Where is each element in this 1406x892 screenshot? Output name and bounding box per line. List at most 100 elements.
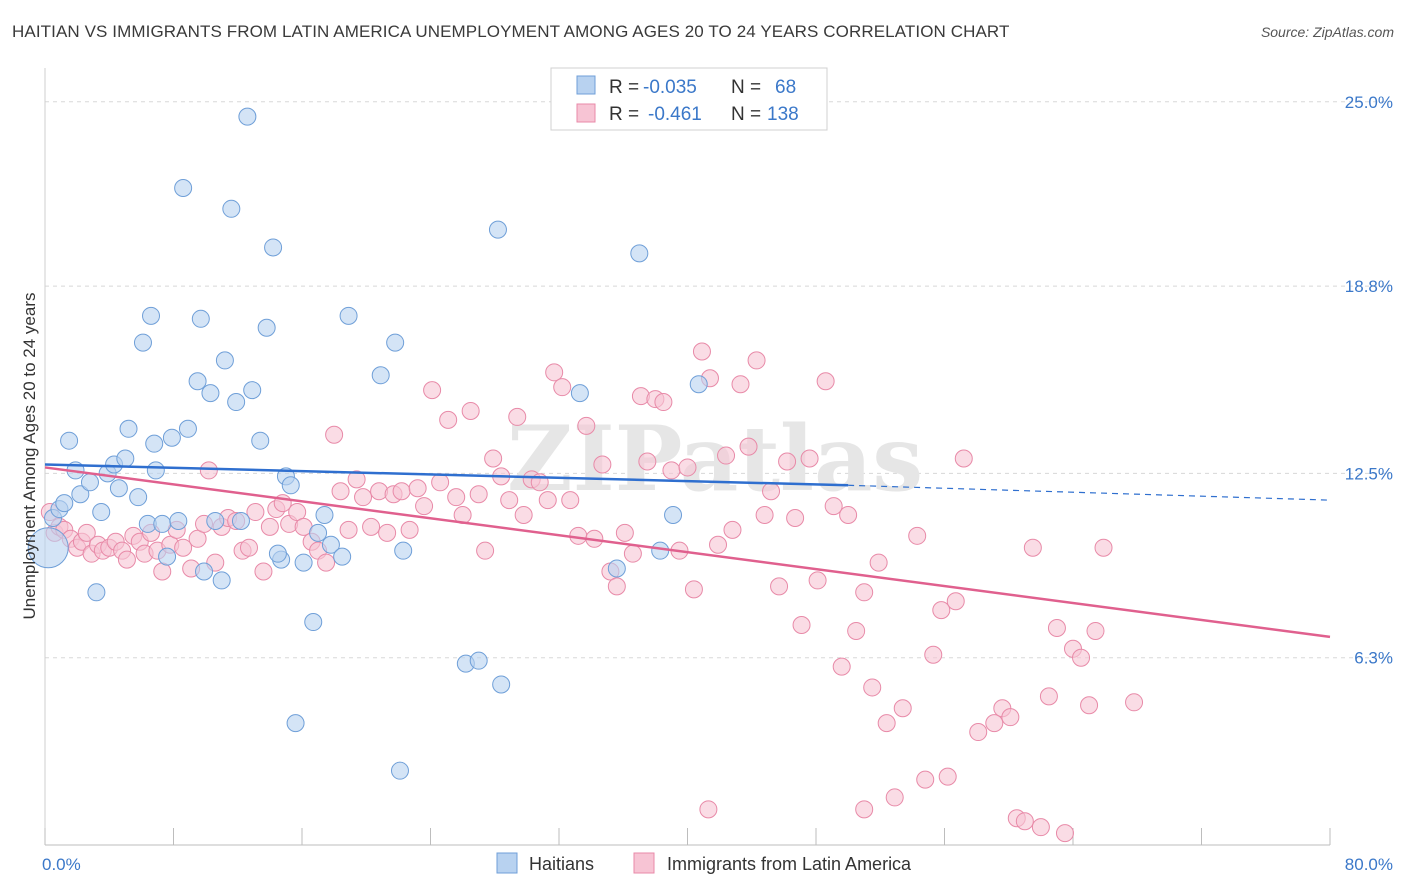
latin-america-trend-line: [44, 466, 1331, 639]
haitians-point: [169, 511, 188, 530]
haitians-point: [227, 393, 246, 412]
haitians-point: [294, 553, 313, 572]
latin-america-point: [561, 491, 580, 510]
haitians-point: [129, 488, 148, 507]
latin-america-point: [362, 517, 381, 536]
latin-america-point: [638, 452, 657, 471]
legend-r-label-1: R =: [609, 77, 639, 98]
latin-america-point: [347, 470, 366, 489]
haitians-point: [469, 651, 488, 670]
latin-america-point: [1055, 824, 1074, 843]
haitians-point: [222, 199, 241, 218]
haitians-point: [315, 506, 334, 525]
legend-n-value-2: 138: [767, 104, 799, 125]
legend-haitians-swatch: [496, 852, 518, 874]
latin-america-point: [1001, 708, 1020, 727]
latin-america-point: [709, 535, 728, 554]
latin-america-point: [331, 482, 350, 501]
haitians-point: [281, 476, 300, 495]
x-tick-labels: 0.0% 80.0%: [42, 855, 1393, 874]
latin-america-point: [439, 410, 458, 429]
latin-america-point: [476, 541, 495, 560]
axes: [44, 68, 1331, 846]
latin-america-point: [654, 393, 673, 412]
latin-america-point: [545, 363, 564, 382]
latin-america-point: [577, 416, 596, 435]
latin-america-point: [1015, 812, 1034, 831]
latin-america-point: [739, 437, 758, 456]
trend-lines: [44, 463, 1331, 639]
haitians-point: [243, 381, 262, 400]
haitians-trend-extension: [848, 484, 1331, 501]
latin-america-point: [985, 714, 1004, 733]
haitians-point: [264, 238, 283, 257]
latin-america-point: [786, 508, 805, 527]
latin-america-point: [1094, 538, 1113, 557]
haitians-point: [651, 541, 670, 560]
stats-legend: R = -0.035 N = 68 R = -0.461 N = 138: [550, 67, 828, 131]
latin-america-point: [423, 381, 442, 400]
x-tick-label: 80.0%: [1345, 855, 1393, 874]
haitians-point: [158, 547, 177, 566]
latin-america-point: [877, 714, 896, 733]
latin-america-point: [662, 461, 681, 480]
haitians-point: [664, 506, 683, 525]
haitians-point: [119, 419, 138, 438]
latin-america-point: [832, 657, 851, 676]
haitians-point: [304, 613, 323, 632]
latin-america-point: [808, 571, 827, 590]
haitians-point: [188, 372, 207, 391]
latin-america-point: [461, 401, 480, 420]
haitians-point: [238, 107, 257, 126]
haitians-trend-line: [44, 463, 849, 487]
y-tick-labels: 6.3% 12.5% 18.8% 25.0%: [1345, 93, 1393, 668]
haitians-point: [71, 485, 90, 504]
haitians-point: [178, 419, 197, 438]
latin-america-point: [778, 452, 797, 471]
haitians-point: [689, 375, 708, 394]
y-axis-label: Unemployment Among Ages 20 to 24 years: [20, 293, 39, 620]
haitians-point: [60, 431, 79, 450]
latin-america-point: [254, 562, 273, 581]
haitians-point: [145, 434, 164, 453]
latin-america-point: [354, 488, 373, 507]
latin-america-point: [188, 529, 207, 548]
chart-title: HAITIAN VS IMMIGRANTS FROM LATIN AMERICA…: [12, 22, 1010, 41]
haitians-point: [339, 306, 358, 325]
haitians-point: [607, 559, 626, 578]
series-haitians-points: [27, 107, 708, 780]
latin-america-point: [1125, 693, 1144, 712]
latin-america-point: [792, 616, 811, 635]
latin-america-point: [747, 351, 766, 370]
latin-america-point: [77, 523, 96, 542]
latin-america-point: [684, 580, 703, 599]
haitians-point: [630, 244, 649, 263]
latin-america-point: [916, 770, 935, 789]
latin-america-point: [339, 520, 358, 539]
latin-america-point: [770, 577, 789, 596]
latin-america-point: [717, 446, 736, 465]
latin-america-point: [969, 723, 988, 742]
haitians-point: [55, 494, 74, 513]
latin-america-point: [1039, 687, 1058, 706]
haitians-point: [191, 309, 210, 328]
latin-america-point: [431, 473, 450, 492]
latin-america-point: [538, 491, 557, 510]
latin-america-point: [800, 449, 819, 468]
latin-america-point: [855, 583, 874, 602]
source-credit: Source: ZipAtlas.com: [1260, 24, 1394, 40]
latin-america-point: [508, 407, 527, 426]
y-tick-label: 25.0%: [1345, 93, 1393, 112]
latin-america-point: [199, 461, 218, 480]
latin-america-point: [378, 523, 397, 542]
haitians-point: [212, 571, 231, 590]
latin-america-point: [1080, 696, 1099, 715]
y-tick-label: 18.8%: [1345, 277, 1393, 296]
y-tick-label: 12.5%: [1345, 464, 1393, 483]
legend-latin-swatch: [633, 852, 655, 874]
haitians-point: [162, 428, 181, 447]
latin-america-point: [500, 491, 519, 510]
haitians-point: [215, 351, 234, 370]
latin-america-point: [1047, 618, 1066, 637]
